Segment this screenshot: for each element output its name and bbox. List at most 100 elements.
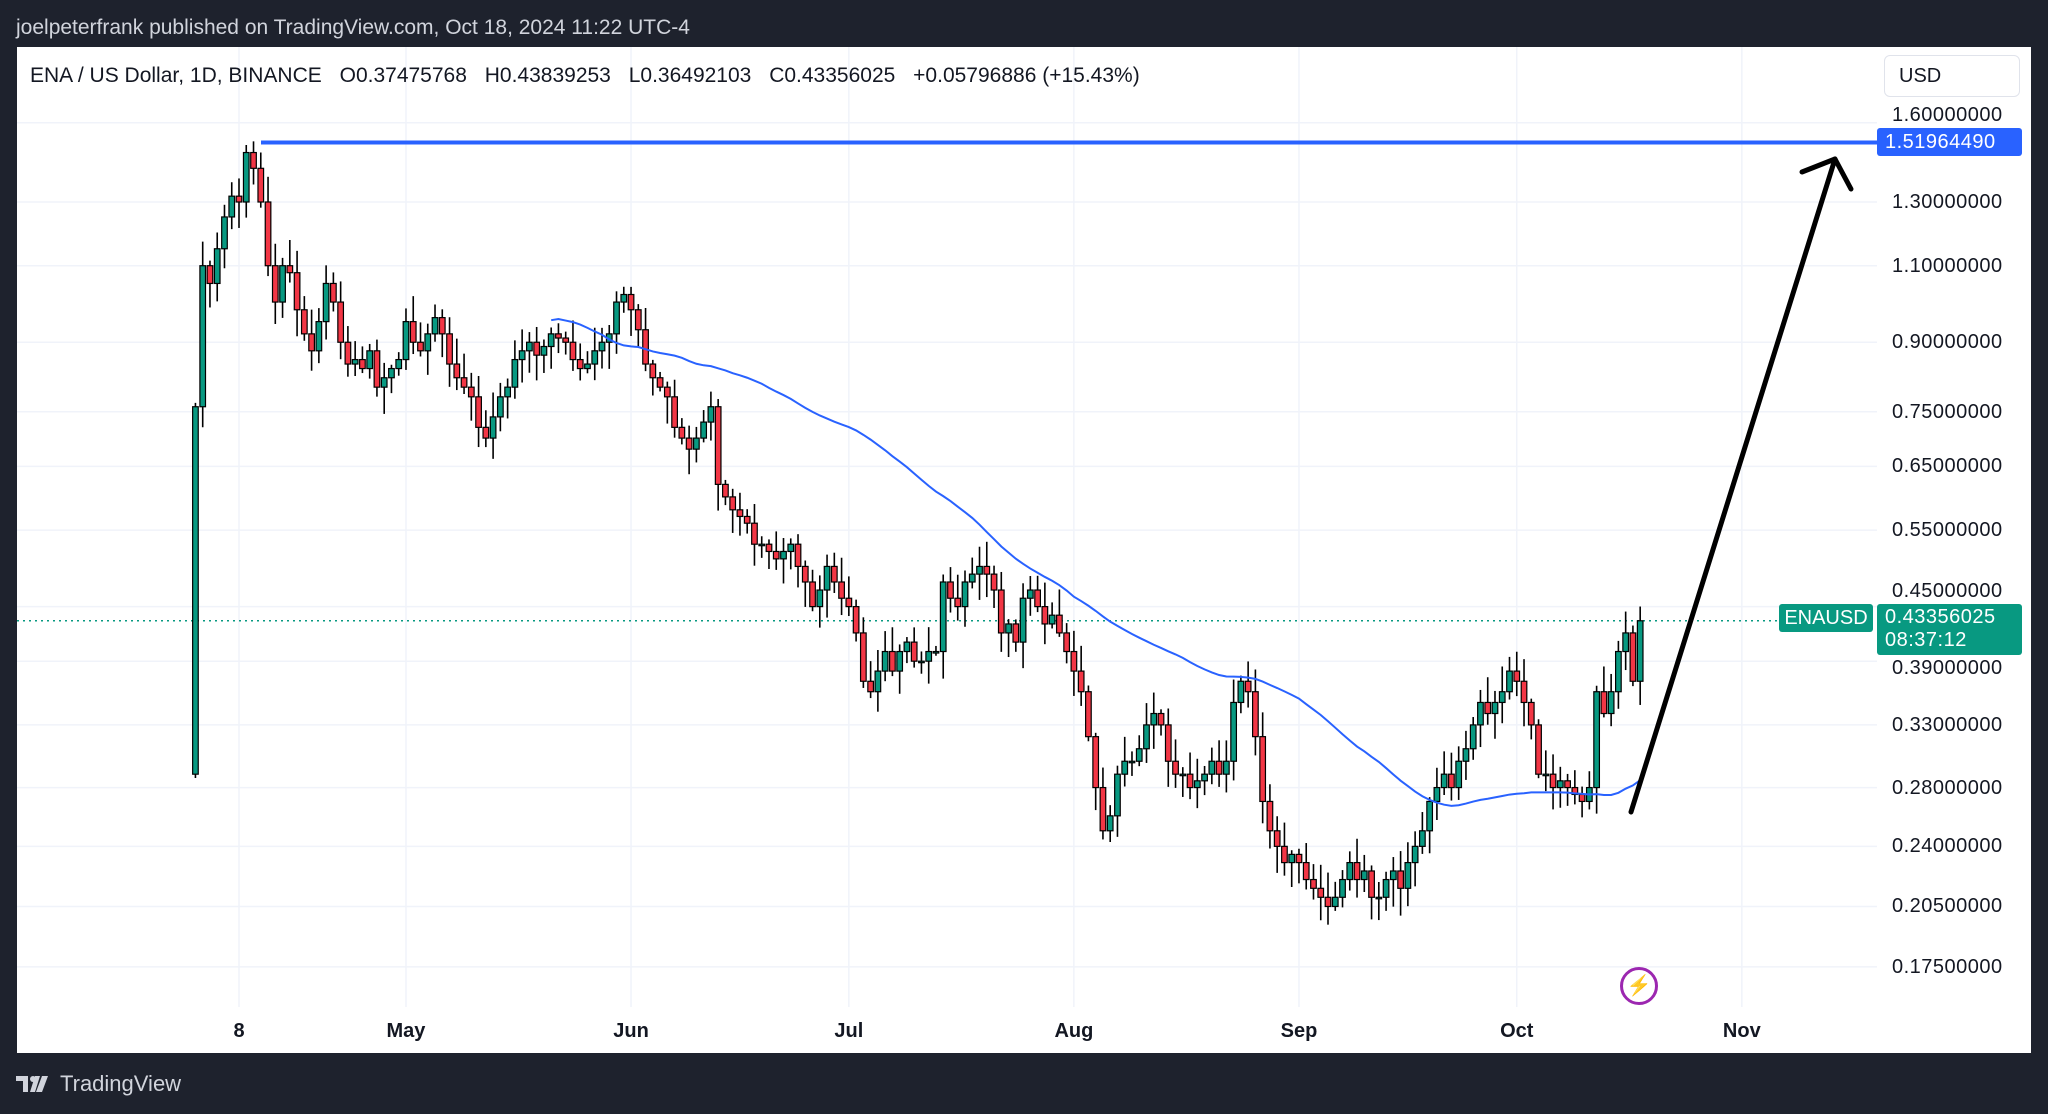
candle-body bbox=[1404, 861, 1412, 889]
candle bbox=[1099, 767, 1107, 840]
candle-body bbox=[1578, 793, 1586, 803]
candle bbox=[1005, 619, 1012, 658]
arrow-head bbox=[1799, 156, 1854, 192]
candle-body bbox=[961, 581, 969, 608]
candle-body bbox=[809, 581, 816, 608]
candle bbox=[1636, 606, 1644, 705]
candle bbox=[576, 343, 584, 381]
candle-body bbox=[1331, 896, 1339, 908]
candle-body bbox=[1506, 670, 1513, 693]
candle bbox=[939, 574, 947, 679]
candle bbox=[1230, 679, 1238, 781]
candle-body bbox=[888, 650, 896, 672]
candle bbox=[1128, 751, 1136, 776]
candle bbox=[918, 651, 925, 674]
candle bbox=[1571, 770, 1579, 805]
candle-body bbox=[1513, 670, 1521, 682]
candle bbox=[424, 323, 432, 375]
candle-body bbox=[1106, 815, 1114, 832]
candle-body bbox=[475, 396, 482, 428]
candle bbox=[671, 379, 678, 438]
candle-body bbox=[417, 341, 424, 352]
lightning-icon[interactable]: ⚡ bbox=[1620, 967, 1658, 1005]
time-axis-label: 8 bbox=[233, 1020, 245, 1042]
candle bbox=[1331, 881, 1339, 911]
candle bbox=[1251, 669, 1259, 756]
candle bbox=[1585, 771, 1593, 810]
candle-body bbox=[830, 565, 838, 583]
candle bbox=[736, 492, 744, 536]
candle bbox=[438, 309, 446, 358]
candle bbox=[903, 637, 911, 664]
candle bbox=[1026, 576, 1034, 616]
candle bbox=[997, 571, 1005, 652]
candle-body bbox=[1070, 650, 1078, 672]
candle bbox=[1135, 735, 1143, 767]
candle-body bbox=[896, 650, 904, 672]
candle bbox=[874, 650, 882, 712]
candle-body bbox=[1273, 830, 1281, 847]
candle-body bbox=[453, 363, 461, 379]
candle-body bbox=[918, 660, 925, 664]
candle bbox=[591, 327, 599, 381]
candle bbox=[199, 241, 207, 428]
candle bbox=[533, 326, 541, 381]
candle bbox=[692, 426, 700, 463]
candle-body bbox=[700, 421, 708, 439]
candle bbox=[867, 661, 875, 699]
candle bbox=[467, 372, 475, 421]
candle-body bbox=[845, 597, 853, 608]
candle-body bbox=[496, 396, 504, 418]
price-axis-label: 0.55000000 bbox=[1892, 519, 2003, 542]
candle-body bbox=[743, 515, 751, 524]
symbol-title[interactable]: ENA / US Dollar, 1D, BINANCE bbox=[30, 64, 322, 87]
candle-body bbox=[1237, 680, 1245, 704]
candle-body bbox=[242, 151, 250, 203]
candle-body bbox=[1556, 780, 1564, 789]
chart-panel[interactable] bbox=[17, 47, 2031, 1053]
candle-body bbox=[1172, 760, 1179, 775]
candle bbox=[409, 296, 417, 355]
candle bbox=[1077, 645, 1085, 706]
candle-body bbox=[1310, 878, 1317, 889]
candle-body bbox=[1230, 701, 1238, 762]
candle bbox=[1085, 685, 1092, 742]
tradingview-logo[interactable]: TradingView bbox=[16, 1071, 181, 1097]
candle bbox=[1317, 864, 1325, 921]
candle-body bbox=[903, 641, 911, 653]
candle bbox=[453, 338, 461, 391]
candle bbox=[758, 536, 766, 558]
currency-button[interactable]: USD bbox=[1884, 55, 2020, 97]
candle bbox=[1614, 640, 1622, 709]
candle-body bbox=[976, 565, 983, 575]
candle bbox=[1491, 690, 1499, 739]
candle-body bbox=[1092, 736, 1100, 789]
candle-body bbox=[816, 589, 824, 608]
candle bbox=[838, 557, 845, 616]
candle bbox=[1433, 767, 1441, 821]
candle-body bbox=[359, 358, 366, 370]
candle-body bbox=[489, 416, 497, 439]
candle bbox=[344, 326, 352, 377]
candle bbox=[518, 329, 526, 383]
candle-body bbox=[591, 350, 599, 365]
candle bbox=[663, 381, 671, 424]
ohlc-open: O0.37475768 bbox=[339, 64, 467, 87]
candle bbox=[1462, 730, 1470, 780]
candle bbox=[845, 576, 853, 617]
candle bbox=[286, 240, 294, 283]
candle-body bbox=[1157, 712, 1165, 726]
candle-body bbox=[1288, 853, 1296, 864]
candle bbox=[1201, 765, 1208, 796]
candle-body bbox=[235, 195, 243, 203]
candle bbox=[642, 307, 649, 372]
candle bbox=[954, 574, 962, 621]
price-axis-label: 1.10000000 bbox=[1892, 254, 2003, 277]
candle-body bbox=[431, 317, 439, 335]
candle bbox=[1578, 786, 1586, 818]
candle-body bbox=[446, 333, 453, 365]
candle bbox=[910, 627, 918, 668]
candle-body bbox=[867, 680, 875, 693]
candle bbox=[1150, 692, 1158, 749]
